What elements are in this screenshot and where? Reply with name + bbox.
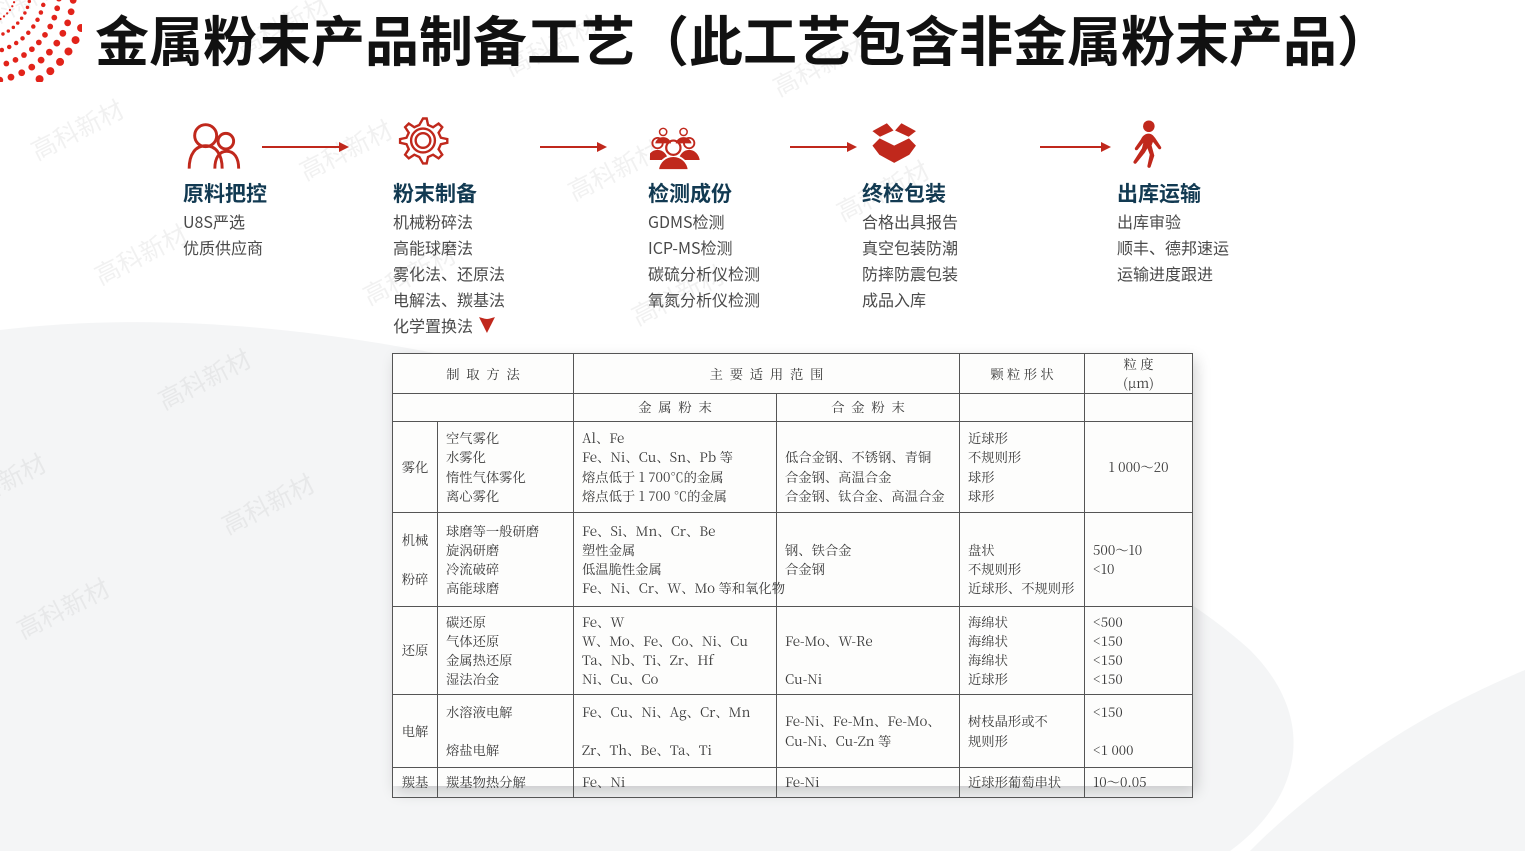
svg-text:高科新材: 高科新材: [88, 215, 193, 292]
svg-text:高科新材: 高科新材: [151, 340, 256, 417]
svg-text:高科新材: 高科新材: [10, 569, 115, 646]
svg-text:高科新材: 高科新材: [0, 444, 52, 521]
svg-text:高科新材: 高科新材: [215, 465, 320, 542]
svg-text:高科新材: 高科新材: [24, 90, 129, 167]
